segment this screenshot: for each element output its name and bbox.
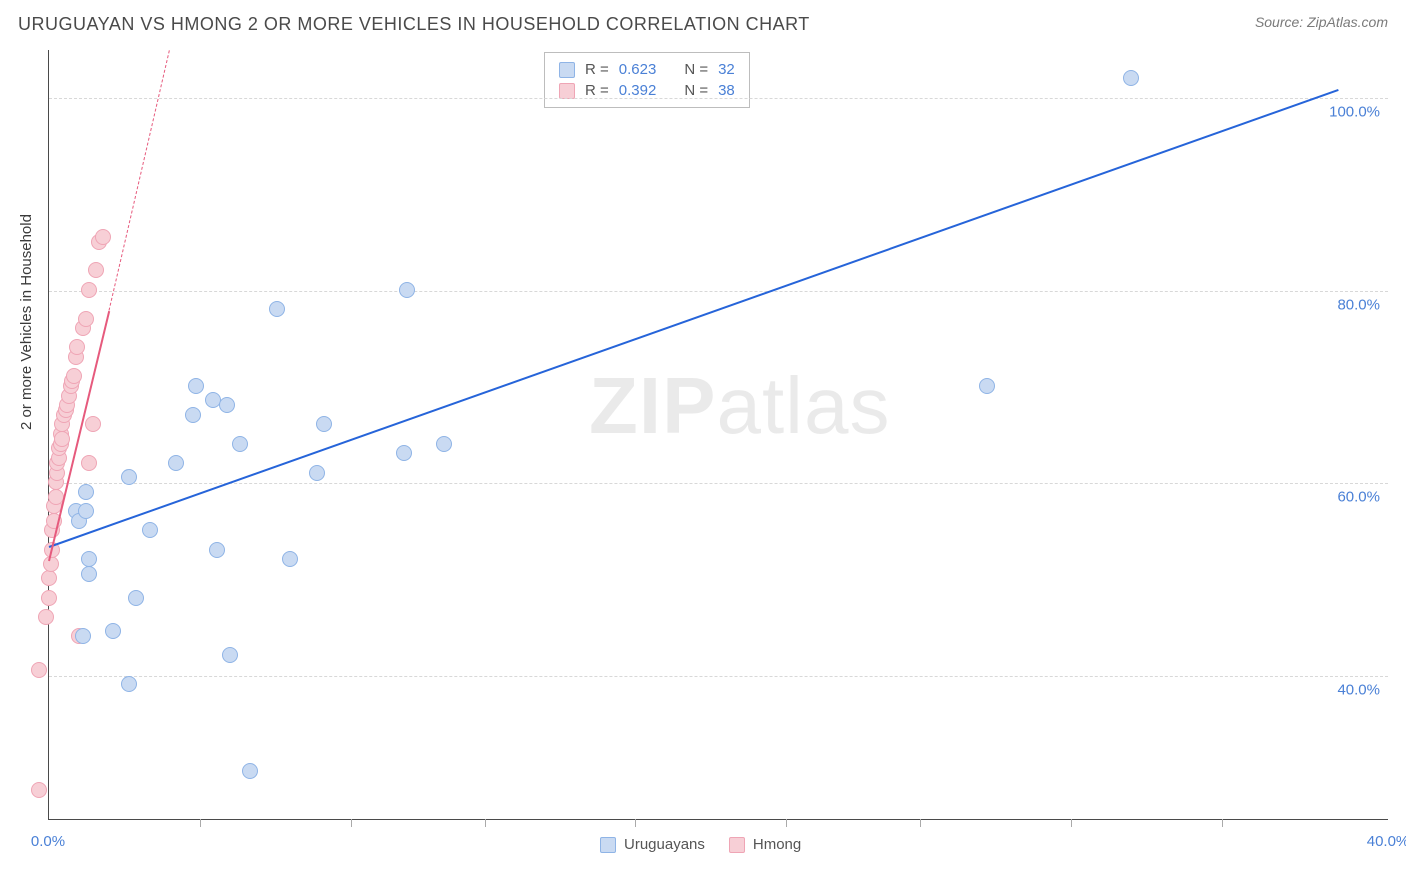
y-tick-label: 60.0%: [1337, 489, 1380, 506]
x-tick: [200, 819, 201, 827]
scatter-point: [81, 551, 97, 567]
scatter-point: [309, 465, 325, 481]
legend-swatch: [600, 837, 616, 853]
legend-n-value: 38: [718, 82, 735, 99]
y-axis-label: 2 or more Vehicles in Household: [18, 214, 35, 430]
scatter-point: [78, 484, 94, 500]
series-legend-item: Hmong: [729, 836, 801, 853]
scatter-point: [222, 647, 238, 663]
scatter-point: [66, 368, 82, 384]
x-tick: [351, 819, 352, 827]
y-tick-label: 80.0%: [1337, 296, 1380, 313]
chart-plot-area: ZIPatlas R = 0.623 N = 32 R = 0.392 N = …: [48, 50, 1388, 820]
legend-r-label: R =: [585, 82, 609, 99]
legend-r-value: 0.392: [619, 82, 657, 99]
y-tick-label: 100.0%: [1329, 104, 1380, 121]
scatter-point: [95, 229, 111, 245]
watermark-bold: ZIP: [589, 361, 716, 450]
scatter-point: [128, 590, 144, 606]
scatter-point: [78, 311, 94, 327]
scatter-point: [188, 378, 204, 394]
x-tick-label: 40.0%: [1367, 833, 1406, 850]
legend-n-label: N =: [684, 82, 708, 99]
legend-r-value: 0.623: [619, 61, 657, 78]
series-legend-label: Uruguayans: [624, 836, 705, 853]
correlation-legend: R = 0.623 N = 32 R = 0.392 N = 38: [544, 52, 750, 108]
trend-line: [49, 89, 1339, 548]
gridline: [49, 291, 1388, 292]
legend-n-value: 32: [718, 61, 735, 78]
legend-swatch: [729, 837, 745, 853]
scatter-point: [41, 590, 57, 606]
series-legend-item: Uruguayans: [600, 836, 705, 853]
watermark: ZIPatlas: [589, 360, 890, 452]
scatter-point: [69, 339, 85, 355]
legend-swatch: [559, 62, 575, 78]
scatter-point: [209, 542, 225, 558]
scatter-point: [78, 503, 94, 519]
x-tick: [485, 819, 486, 827]
scatter-point: [121, 469, 137, 485]
scatter-point: [88, 262, 104, 278]
scatter-point: [399, 282, 415, 298]
scatter-point: [81, 455, 97, 471]
series-legend: Uruguayans Hmong: [600, 836, 801, 853]
watermark-rest: atlas: [716, 361, 890, 450]
scatter-point: [38, 609, 54, 625]
scatter-point: [242, 763, 258, 779]
scatter-point: [232, 436, 248, 452]
scatter-point: [269, 301, 285, 317]
scatter-point: [121, 676, 137, 692]
gridline: [49, 98, 1388, 99]
scatter-point: [81, 566, 97, 582]
x-tick: [786, 819, 787, 827]
scatter-point: [31, 782, 47, 798]
scatter-point: [54, 431, 70, 447]
x-tick: [635, 819, 636, 827]
gridline: [49, 676, 1388, 677]
legend-n-label: N =: [684, 61, 708, 78]
scatter-point: [75, 628, 91, 644]
series-legend-label: Hmong: [753, 836, 801, 853]
legend-swatch: [559, 83, 575, 99]
x-tick: [1222, 819, 1223, 827]
scatter-point: [282, 551, 298, 567]
scatter-point: [81, 282, 97, 298]
scatter-point: [185, 407, 201, 423]
scatter-point: [85, 416, 101, 432]
correlation-legend-row: R = 0.623 N = 32: [559, 59, 735, 80]
scatter-point: [142, 522, 158, 538]
scatter-point: [168, 455, 184, 471]
scatter-point: [31, 662, 47, 678]
scatter-point: [219, 397, 235, 413]
x-tick: [1071, 819, 1072, 827]
scatter-point: [396, 445, 412, 461]
chart-header: URUGUAYAN VS HMONG 2 OR MORE VEHICLES IN…: [0, 0, 1406, 48]
scatter-point: [41, 570, 57, 586]
chart-title: URUGUAYAN VS HMONG 2 OR MORE VEHICLES IN…: [18, 14, 810, 35]
scatter-point: [979, 378, 995, 394]
gridline: [49, 483, 1388, 484]
x-tick-label: 0.0%: [31, 833, 65, 850]
trend-line: [109, 50, 170, 310]
scatter-point: [105, 623, 121, 639]
legend-r-label: R =: [585, 61, 609, 78]
scatter-point: [436, 436, 452, 452]
scatter-point: [1123, 70, 1139, 86]
x-tick: [920, 819, 921, 827]
chart-source: Source: ZipAtlas.com: [1255, 14, 1388, 30]
scatter-point: [316, 416, 332, 432]
y-tick-label: 40.0%: [1337, 681, 1380, 698]
